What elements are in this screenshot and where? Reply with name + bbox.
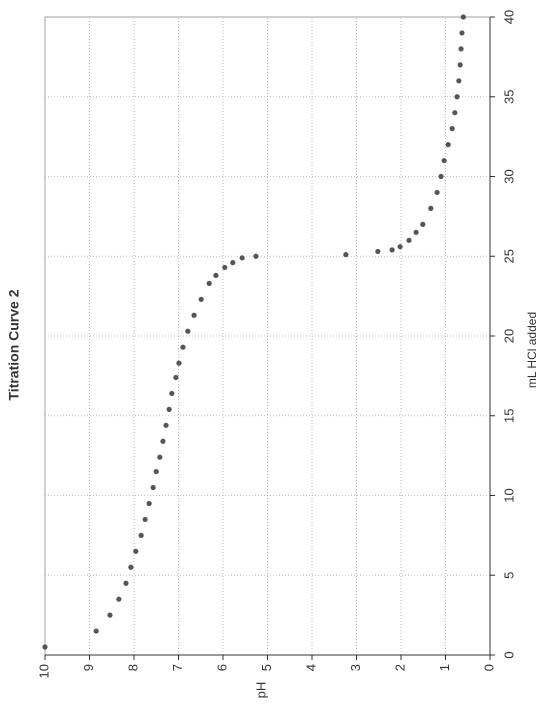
- y-axis-label: pH: [253, 682, 268, 699]
- data-point: [375, 248, 381, 255]
- data-point: [389, 247, 395, 253]
- data-point: [93, 628, 99, 634]
- data-point: [343, 252, 349, 258]
- y-tick-label: 5: [259, 664, 274, 671]
- x-tick-label: 30: [501, 169, 516, 183]
- data-point: [253, 253, 259, 259]
- x-tick-label: 15: [501, 409, 516, 423]
- data-point: [123, 580, 129, 586]
- data-point: [459, 30, 465, 36]
- data-point: [116, 596, 122, 602]
- data-point: [166, 406, 172, 412]
- data-point: [191, 312, 197, 318]
- data-point: [169, 390, 175, 397]
- data-point: [457, 62, 463, 68]
- x-tick-label: 20: [501, 329, 516, 343]
- data-point: [157, 454, 163, 460]
- y-tick-label: 10: [36, 664, 51, 678]
- data-point: [420, 221, 426, 227]
- y-tick-label: 0: [481, 664, 496, 671]
- data-point: [128, 564, 134, 570]
- data-point: [150, 484, 156, 491]
- data-point: [445, 142, 451, 148]
- x-tick-label: 10: [501, 488, 516, 502]
- data-point: [173, 374, 179, 381]
- data-point: [456, 78, 462, 84]
- y-tick-label: 8: [125, 664, 140, 671]
- data-point: [406, 237, 412, 243]
- data-point: [449, 126, 455, 132]
- data-point: [230, 260, 236, 266]
- data-point: [222, 264, 228, 271]
- data-point: [413, 229, 419, 235]
- data-point: [153, 468, 159, 475]
- data-point: [163, 422, 169, 428]
- data-point: [213, 272, 219, 278]
- x-tick-label: 5: [501, 572, 516, 579]
- data-point: [185, 328, 191, 334]
- y-tick-label: 1: [437, 664, 452, 671]
- data-point: [428, 205, 434, 211]
- data-point: [206, 280, 212, 286]
- data-point: [434, 189, 440, 196]
- data-point: [239, 255, 245, 261]
- data-point: [107, 612, 113, 618]
- data-point: [397, 244, 403, 250]
- data-point: [42, 644, 48, 650]
- data-point: [458, 46, 464, 52]
- data-point: [160, 438, 166, 444]
- data-point: [460, 14, 466, 20]
- y-tick-label: 3: [348, 664, 363, 671]
- y-tick-label: 6: [214, 664, 229, 671]
- data-point: [146, 500, 152, 507]
- y-tick-label: 7: [170, 664, 185, 671]
- data-point: [441, 157, 447, 164]
- data-point: [452, 110, 458, 116]
- data-point: [438, 173, 444, 180]
- x-tick-label: 35: [501, 90, 516, 104]
- data-point: [180, 344, 186, 350]
- data-point: [198, 296, 204, 302]
- data-point: [454, 94, 460, 100]
- data-point: [138, 532, 144, 538]
- x-axis-label: mL HCl added: [525, 312, 539, 388]
- data-point: [142, 516, 148, 523]
- y-tick-label: 9: [81, 664, 96, 671]
- data-point: [176, 360, 182, 366]
- rotated-chart: Titration Curve 2 mL HCl added pH 051015…: [6, 10, 539, 699]
- x-tick-label: 25: [501, 249, 516, 263]
- data-point: [133, 548, 139, 554]
- chart-title: Titration Curve 2: [6, 289, 22, 400]
- x-tick-label: 40: [501, 10, 516, 24]
- y-tick-label: 2: [392, 664, 407, 671]
- x-tick-label: 0: [501, 651, 516, 658]
- y-tick-label: 4: [303, 664, 318, 671]
